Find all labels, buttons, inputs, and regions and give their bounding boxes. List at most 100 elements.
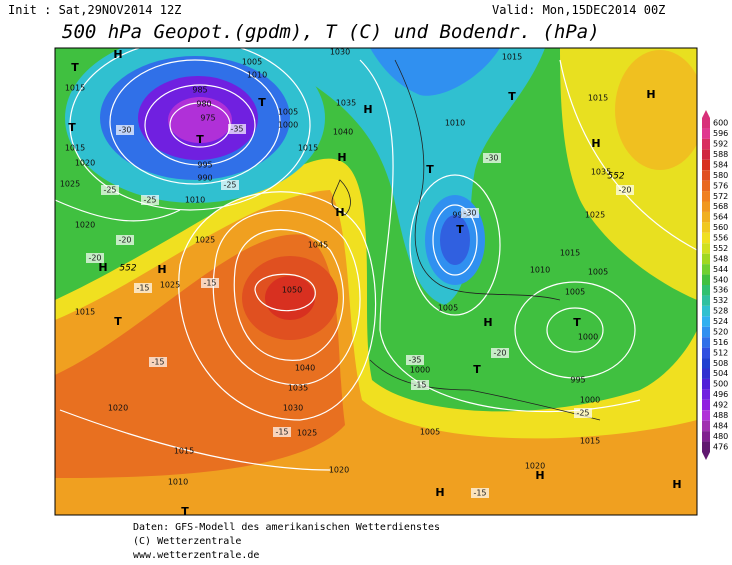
init-time: Init : Sat,29NOV2014 12Z — [8, 3, 181, 17]
isobar-label: 1010 — [185, 196, 205, 205]
temperature-label: -20 — [493, 349, 506, 358]
contour-label: 552 — [607, 172, 624, 182]
isobar-label: 1010 — [530, 266, 550, 275]
colorbar-label: 488 — [713, 411, 728, 420]
colorbar-swatch — [702, 431, 710, 442]
colorbar-label: 524 — [713, 317, 728, 326]
colorbar-label: 568 — [713, 202, 728, 211]
isobar-label: 1005 — [242, 58, 262, 67]
isobar-label: 1010 — [445, 119, 465, 128]
pressure-center: T — [473, 363, 481, 376]
temperature-label: -25 — [576, 409, 589, 418]
isobar-label: 1020 — [329, 466, 349, 475]
colorbar-swatch — [702, 232, 710, 244]
pressure-center: H — [337, 151, 346, 164]
isobar-label: 1000 — [580, 396, 600, 405]
colorbar-swatch — [702, 399, 710, 411]
colorbar-swatch — [702, 274, 710, 285]
isobar-label: 1025 — [160, 281, 180, 290]
colorbar-label: 508 — [713, 359, 728, 368]
isobar-label: 1005 — [438, 304, 458, 313]
colorbar-label: 548 — [713, 254, 728, 263]
isobar-label: 990 — [197, 174, 212, 183]
isobar-label: 985 — [192, 86, 207, 95]
isobar-label: 980 — [196, 100, 211, 109]
colorbar-label: 520 — [713, 327, 728, 336]
isobar-label: 1035 — [288, 384, 308, 393]
temp-label-box — [221, 180, 239, 190]
isobar-label: 1025 — [60, 180, 80, 189]
pressure-center: H — [591, 137, 600, 150]
footer-line: Daten: GFS-Modell des amerikanischen Wet… — [133, 522, 440, 533]
isobar-label: 995 — [197, 161, 212, 170]
colorbar-label: 600 — [713, 119, 728, 128]
colorbar-swatch — [702, 305, 710, 317]
temperature-label: -15 — [275, 428, 288, 437]
temperature-label: -20 — [118, 236, 131, 245]
temp-label-box — [134, 283, 152, 293]
temp-label-box — [149, 357, 167, 367]
colorbar-label: 480 — [713, 432, 728, 441]
temp-label-box — [406, 355, 424, 365]
isobar-label: 1015 — [65, 84, 85, 93]
pressure-center: H — [672, 478, 681, 491]
temperature-label: -30 — [463, 209, 476, 218]
map-field — [55, 48, 697, 515]
colorbar-swatch — [702, 410, 710, 421]
pressure-center: H — [435, 486, 444, 499]
colorbar-label: 580 — [713, 171, 728, 180]
isobar-label: 1015 — [298, 144, 318, 153]
valid-time: Valid: Mon,15DEC2014 00Z — [492, 3, 665, 17]
isobar-label: 1015 — [174, 447, 194, 456]
colorbar-swatch — [702, 316, 710, 327]
temp-label-box — [461, 208, 479, 218]
pressure-center: H — [98, 261, 107, 274]
colorbar-label: 588 — [713, 150, 728, 159]
isobar-label: 1035 — [591, 168, 611, 177]
colorbar-label: 584 — [713, 160, 728, 169]
isobar-label: 1015 — [588, 94, 608, 103]
pressure-center: H — [646, 88, 655, 101]
isobar-label: 1025 — [585, 211, 605, 220]
pressure-center: T — [196, 133, 204, 146]
colorbar-swatch — [702, 191, 710, 202]
map-title: 500 hPa Geopot.(gpdm), T (C) und Bodendr… — [62, 21, 600, 43]
isobar-label: 1005 — [565, 288, 585, 297]
pressure-center: T — [573, 316, 581, 329]
colorbar-label: 560 — [713, 223, 728, 232]
temperature-label: -20 — [618, 186, 631, 195]
colorbar-label: 536 — [713, 286, 728, 295]
isobar-label: 1025 — [195, 236, 215, 245]
colorbar-label: 532 — [713, 296, 728, 305]
colorbar-swatch — [702, 159, 710, 171]
colorbar-swatch — [702, 253, 710, 265]
isobar-label: 1000 — [578, 333, 598, 342]
colorbar-label: 596 — [713, 129, 728, 138]
colorbar-label: 540 — [713, 275, 728, 284]
colorbar-swatch — [702, 170, 710, 181]
colorbar-swatch — [702, 180, 710, 192]
colorbar-label: 496 — [713, 390, 728, 399]
temperature-label: -30 — [118, 126, 131, 135]
pressure-center: T — [71, 61, 79, 74]
colorbar-swatch — [702, 378, 710, 390]
pressure-center: T — [181, 505, 189, 518]
colorbar-swatch — [702, 211, 710, 223]
colorbar-label: 576 — [713, 181, 728, 190]
temp-label-box — [616, 185, 634, 195]
colorbar-swatch — [702, 441, 710, 452]
temperature-label: -15 — [136, 284, 149, 293]
isobar-label: 1035 — [336, 99, 356, 108]
colorbar-swatch — [702, 295, 710, 306]
temp-label-box — [411, 380, 429, 390]
isobar-label: 995 — [570, 376, 585, 385]
colorbar-label: 564 — [713, 213, 728, 222]
pressure-center: H — [335, 206, 344, 219]
colorbar-swatch — [702, 222, 710, 233]
temperature-label: -20 — [88, 254, 101, 263]
colorbar-label: 552 — [713, 244, 728, 253]
isobar-label: 1030 — [330, 48, 350, 57]
pressure-center: T — [68, 121, 76, 134]
temperature-label: -15 — [413, 381, 426, 390]
